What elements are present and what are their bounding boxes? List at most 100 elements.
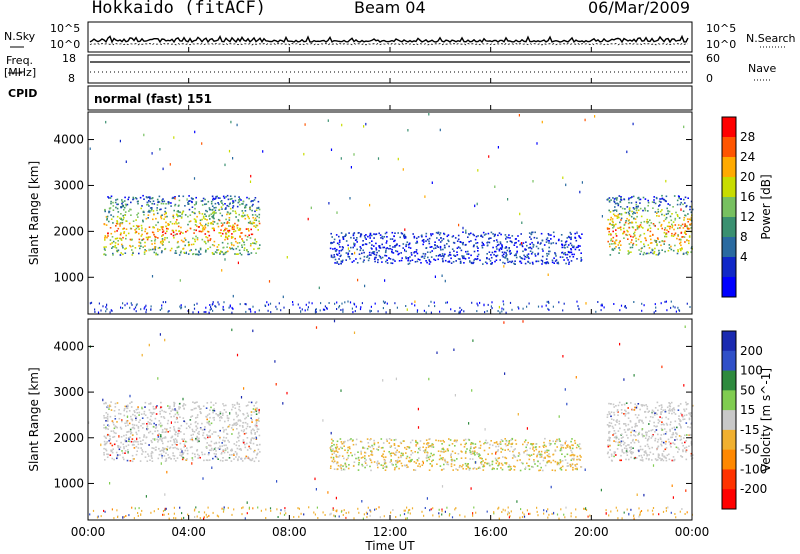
data-cell xyxy=(210,200,213,203)
data-cell xyxy=(515,241,517,244)
data-cell xyxy=(138,232,140,235)
data-cell xyxy=(660,302,662,305)
data-cell xyxy=(172,454,174,457)
data-cell xyxy=(610,216,612,219)
data-cell xyxy=(218,219,221,222)
data-cell xyxy=(374,508,376,511)
data-cell xyxy=(509,450,511,452)
data-cell xyxy=(503,251,506,254)
data-cell xyxy=(546,461,548,464)
data-cell xyxy=(653,421,655,424)
data-cell xyxy=(94,308,96,311)
data-cell xyxy=(655,240,658,242)
data-cell xyxy=(688,412,690,415)
data-cell xyxy=(212,211,215,214)
data-cell xyxy=(162,431,164,433)
data-cell xyxy=(249,458,251,461)
data-cell xyxy=(526,509,528,512)
data-cell xyxy=(509,260,511,263)
data-cell xyxy=(419,449,421,451)
data-cell xyxy=(369,203,371,207)
data-cell xyxy=(172,452,174,454)
data-cell xyxy=(524,450,527,452)
data-cell xyxy=(644,410,647,413)
data-cell xyxy=(531,261,534,264)
data-cell xyxy=(460,443,462,446)
data-cell xyxy=(112,448,114,450)
data-cell xyxy=(547,300,550,303)
data-cell xyxy=(361,302,363,305)
data-cell xyxy=(519,516,521,519)
data-cell xyxy=(648,252,650,255)
data-cell xyxy=(557,239,560,242)
data-cell xyxy=(165,507,167,510)
data-cell xyxy=(199,456,201,459)
data-cell xyxy=(109,207,112,209)
data-cell xyxy=(376,251,378,254)
data-cell xyxy=(333,443,335,446)
data-cell xyxy=(109,435,111,438)
data-cell xyxy=(206,402,209,404)
data-cell xyxy=(208,435,210,438)
data-cell xyxy=(628,219,630,221)
data-cell xyxy=(401,257,403,259)
data-cell xyxy=(670,248,673,251)
data-cell xyxy=(660,225,662,227)
data-cell xyxy=(340,469,343,471)
data-cell xyxy=(630,197,632,199)
data-cell xyxy=(522,511,524,514)
data-cell xyxy=(680,412,682,415)
data-cell xyxy=(657,208,659,211)
data-cell xyxy=(500,451,502,453)
data-cell xyxy=(384,232,387,235)
data-cell xyxy=(357,451,359,453)
data-cell xyxy=(635,207,637,209)
data-cell xyxy=(617,204,620,207)
data-cell xyxy=(426,451,429,454)
data-cell xyxy=(546,454,549,457)
data-cell xyxy=(160,439,163,441)
data-cell xyxy=(207,231,210,233)
data-cell xyxy=(238,405,241,408)
data-cell xyxy=(257,200,260,203)
data-cell xyxy=(581,233,583,235)
data-cell xyxy=(213,227,215,230)
data-cell xyxy=(160,453,163,456)
data-cell xyxy=(138,225,140,228)
data-cell xyxy=(421,510,423,513)
data-cell xyxy=(442,248,444,251)
data-cell xyxy=(645,404,647,406)
data-cell xyxy=(344,462,347,465)
data-cell xyxy=(145,196,148,198)
data-cell xyxy=(119,217,121,220)
data-cell xyxy=(103,223,106,226)
data-cell xyxy=(159,309,161,311)
data-cell xyxy=(153,233,155,236)
data-cell xyxy=(672,442,674,444)
data-cell xyxy=(328,202,330,205)
data-cell xyxy=(444,246,446,249)
data-cell xyxy=(560,508,562,511)
data-cell xyxy=(223,506,225,509)
data-cell xyxy=(571,454,573,456)
data-cell xyxy=(255,456,257,459)
data-cell xyxy=(670,245,672,248)
data-cell xyxy=(128,422,131,425)
data-cell xyxy=(245,203,248,206)
data-cell xyxy=(208,444,210,446)
data-cell xyxy=(504,234,507,236)
data-cell xyxy=(244,206,246,209)
data-cell xyxy=(683,219,685,221)
data-cell xyxy=(378,232,380,235)
data-cell xyxy=(356,248,358,251)
data-cell xyxy=(632,122,634,126)
data-cell xyxy=(249,220,252,223)
data-cell xyxy=(498,463,500,465)
data-cell xyxy=(429,463,432,465)
data-cell xyxy=(639,198,642,201)
data-cell xyxy=(513,244,516,246)
data-cell xyxy=(680,425,682,428)
data-cell xyxy=(473,506,475,509)
data-cell xyxy=(219,212,222,215)
data-cell xyxy=(407,259,409,262)
